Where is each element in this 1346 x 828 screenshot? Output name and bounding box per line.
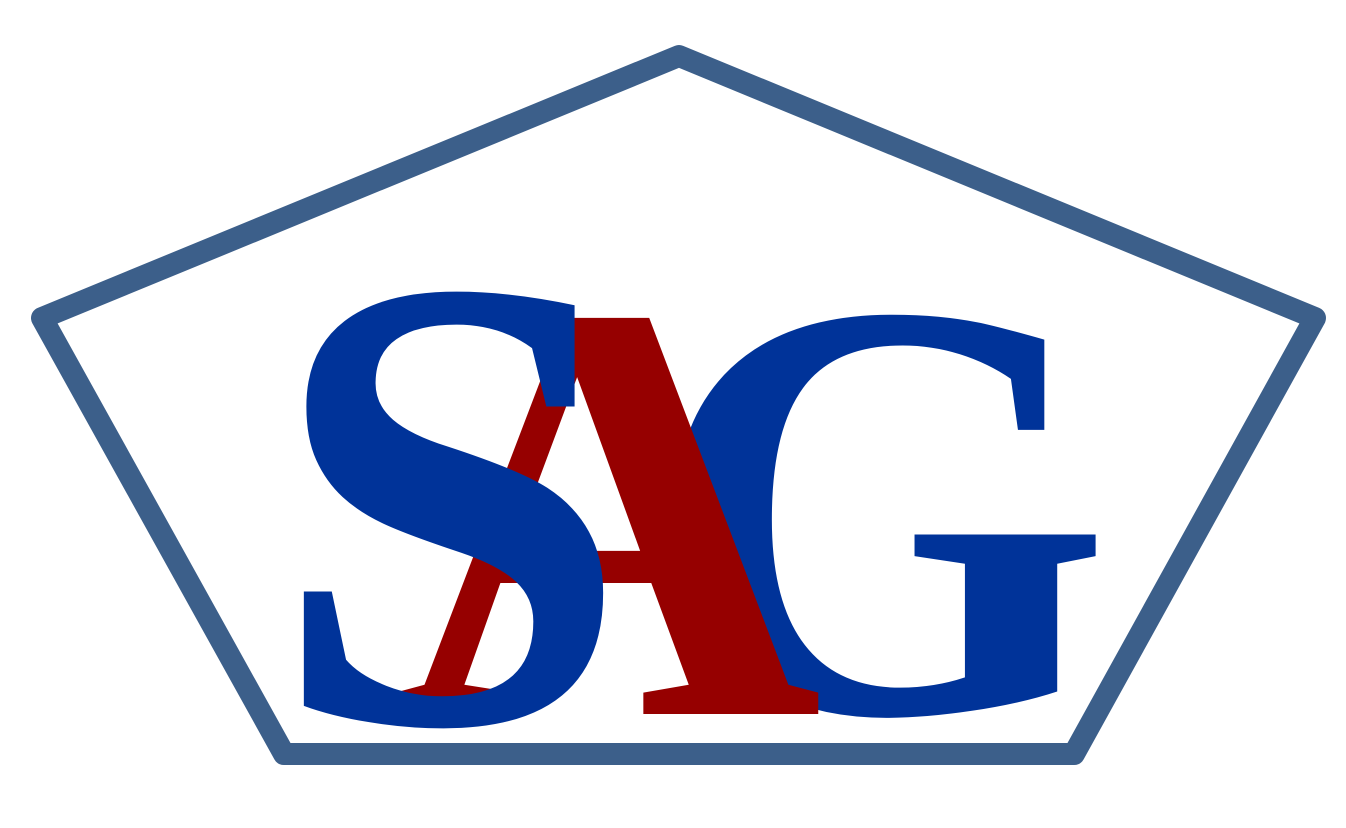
pentagon-frame xyxy=(31,45,1326,765)
letter-a: A xyxy=(389,179,822,828)
letter-g: G xyxy=(645,177,1112,828)
letter-s: S xyxy=(269,143,631,828)
